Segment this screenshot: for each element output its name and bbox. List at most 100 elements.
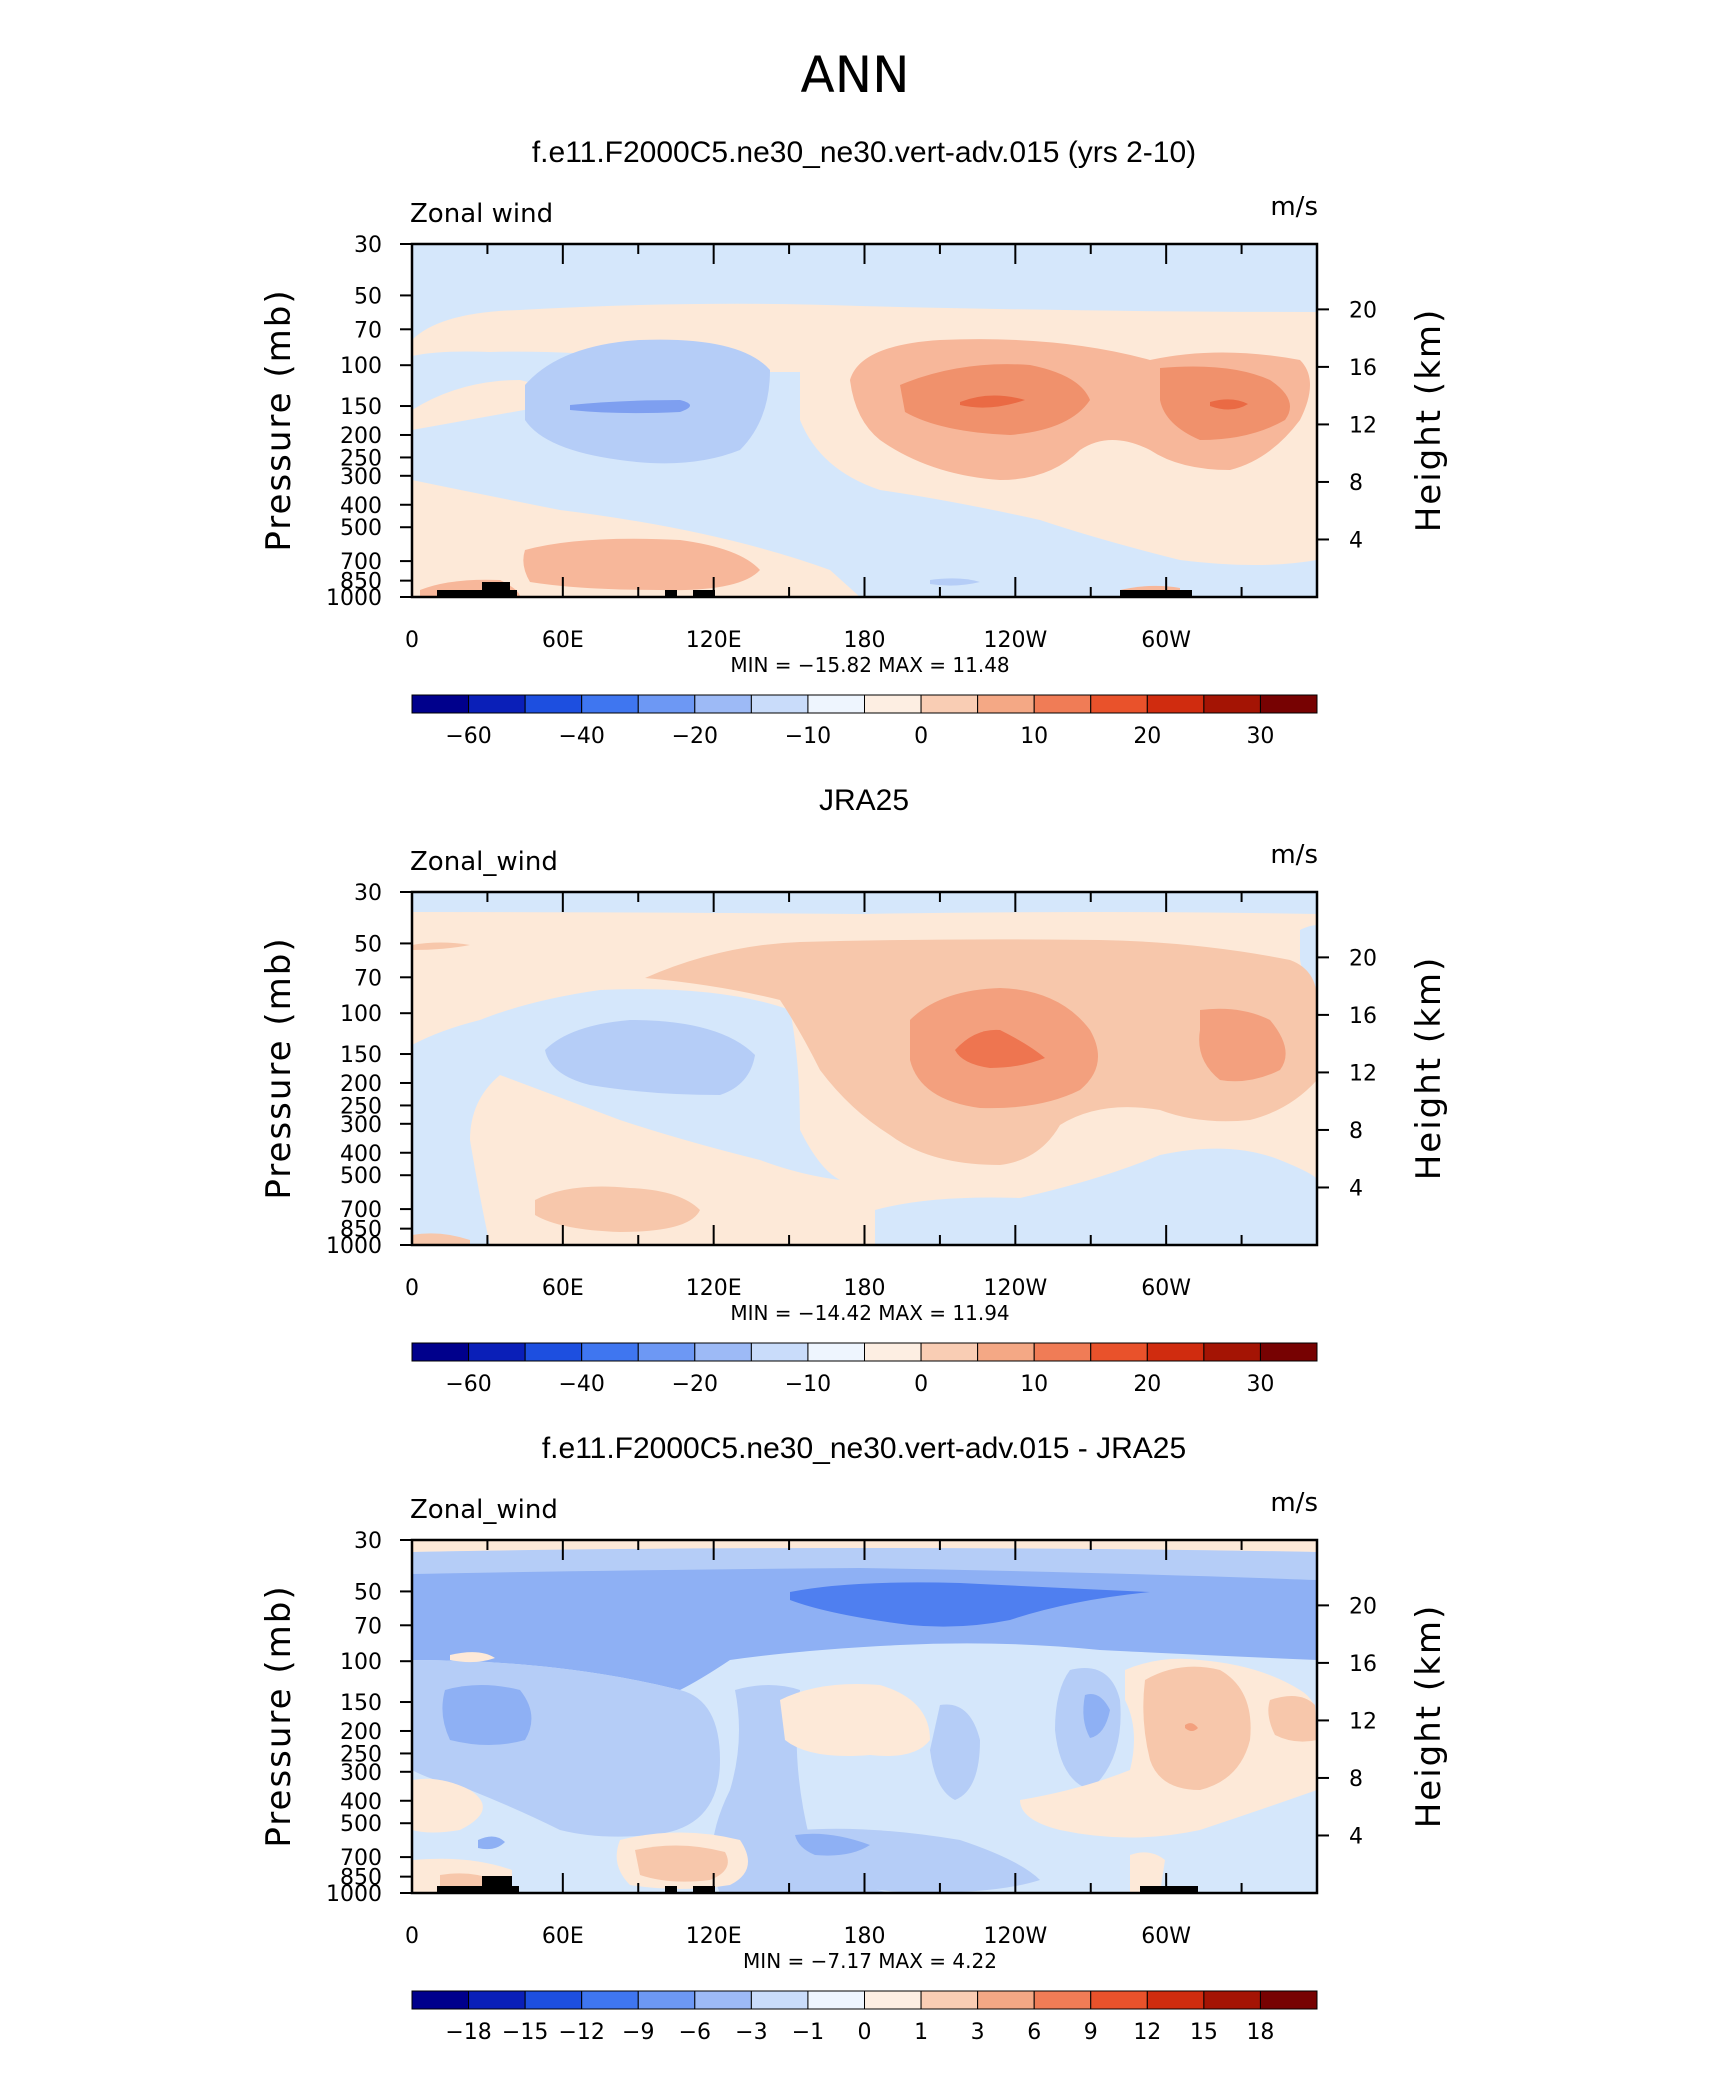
topography-block — [1140, 1886, 1198, 1893]
pressure-tick-label: 250 — [340, 1742, 382, 1767]
contour-region — [523, 538, 760, 591]
pressure-tick-label: 200 — [340, 424, 382, 449]
lon-tick-label: 60W — [1141, 1924, 1191, 1949]
lon-tick-label: 120W — [983, 1924, 1047, 1949]
colorbar-bin — [920, 694, 979, 714]
topography-block — [437, 1886, 519, 1893]
panel-3-topography — [437, 1876, 1198, 1893]
lon-tick-label: 60W — [1141, 628, 1191, 653]
pressure-tick-label: 850 — [340, 570, 382, 595]
contour-region — [442, 1685, 532, 1745]
colorbar-bin — [807, 694, 865, 714]
contour-region — [930, 578, 980, 586]
pressure-tick-label: 250 — [340, 446, 382, 471]
pressure-tick-label: 850 — [340, 1218, 382, 1243]
colorbar-label: −60 — [445, 1372, 491, 1397]
topography-block — [665, 1886, 677, 1893]
pressure-tick-label: 1000 — [326, 1234, 382, 1259]
panel-3-stats: MIN = −7.17 MAX = 4.22 — [743, 1949, 997, 1973]
colorbar-bin — [637, 1342, 696, 1362]
height-tick-label: 4 — [1349, 528, 1363, 553]
colorbar-bin — [1203, 1342, 1261, 1362]
colorbar-bin — [468, 1990, 526, 2010]
contour-region — [412, 1778, 483, 1833]
height-tick-label: 4 — [1349, 1176, 1363, 1201]
colorbar-bin — [750, 694, 809, 714]
panel-2-contour-field — [412, 892, 1317, 1245]
panel-1: f.e11.F2000C5.ne30_ne30.vert-adv.015 (yr… — [259, 136, 1449, 749]
colorbar-bin — [637, 1990, 696, 2010]
panel-2-bottom-axis: 0 60E 120E 180 120W 60W — [405, 892, 1318, 1301]
height-tick-label: 8 — [1349, 1119, 1363, 1144]
pressure-tick-label: 300 — [340, 465, 382, 490]
colorbar-label: 3 — [971, 2020, 985, 2045]
height-tick-label: 16 — [1349, 356, 1377, 381]
colorbar-label: 30 — [1246, 724, 1274, 749]
pressure-tick-label: 100 — [340, 1650, 382, 1675]
colorbar-bin — [524, 1342, 583, 1362]
colorbar-bin — [750, 1990, 809, 2010]
colorbar-label: 10 — [1020, 724, 1048, 749]
colorbar-bin — [1146, 694, 1205, 714]
pressure-tick-label: 500 — [340, 516, 382, 541]
colorbar-label: 30 — [1246, 1372, 1274, 1397]
colorbar-bin — [1146, 1990, 1205, 2010]
height-tick-label: 8 — [1349, 471, 1363, 496]
colorbar-bin — [1090, 1990, 1148, 2010]
contour-region — [780, 1684, 930, 1756]
pressure-tick-label: 500 — [340, 1812, 382, 1837]
colorbar-label: −40 — [558, 1372, 604, 1397]
colorbar-bin — [1259, 694, 1318, 714]
topography-block — [482, 1876, 512, 1893]
colorbar-label: −12 — [558, 2020, 604, 2045]
panel-3: f.e11.F2000C5.ne30_ne30.vert-adv.015 - J… — [259, 1432, 1449, 2045]
lon-tick-label: 0 — [405, 1924, 419, 1949]
colorbar-bin — [1146, 1342, 1205, 1362]
panel-3-contour-field — [412, 1540, 1317, 1893]
topography-block — [693, 590, 715, 597]
pressure-tick-label: 1000 — [326, 586, 382, 611]
contour-region — [635, 1845, 728, 1882]
pressure-tick-label: 700 — [340, 550, 382, 575]
panel-2-right-axis: 4 8 12 16 20 — [1317, 946, 1377, 1201]
contour-region — [1130, 1852, 1165, 1893]
panel-1-topography — [437, 582, 1192, 597]
topography-block — [437, 590, 517, 597]
pressure-tick-label: 100 — [340, 1002, 382, 1027]
colorbar-bin — [864, 1990, 922, 2010]
panel-1-ylabel-right: Height (km) — [1409, 308, 1449, 533]
colorbar-label: −3 — [735, 2020, 767, 2045]
colorbar-bin — [1090, 1342, 1148, 1362]
colorbar-label: −9 — [622, 2020, 654, 2045]
height-tick-label: 20 — [1349, 946, 1377, 971]
contour-region — [790, 1582, 1150, 1627]
panel-3-units-label: m/s — [1270, 1488, 1318, 1518]
contour-region — [450, 1652, 495, 1663]
colorbar-bin — [524, 1990, 583, 2010]
panel-1-title: f.e11.F2000C5.ne30_ne30.vert-adv.015 (yr… — [532, 136, 1196, 169]
panel-2-units-label: m/s — [1270, 840, 1318, 870]
panel-1-right-axis: 4 8 12 16 20 — [1317, 298, 1377, 553]
pressure-tick-label: 700 — [340, 1198, 382, 1223]
colorbar-label: 0 — [914, 1372, 928, 1397]
colorbar-bin — [694, 1342, 752, 1362]
panel-2-ylabel: Pressure (mb) — [259, 936, 299, 1199]
pressure-tick-label: 250 — [340, 1094, 382, 1119]
panel-3-ylabel: Pressure (mb) — [259, 1584, 299, 1847]
contour-region — [1083, 1694, 1110, 1738]
colorbar-label: 1 — [914, 2020, 928, 2045]
figure-title: ANN — [800, 46, 909, 104]
contour-region — [1268, 1696, 1317, 1742]
contour-region — [795, 1833, 870, 1856]
contour-region — [478, 1836, 505, 1850]
contour-region — [1185, 1723, 1198, 1731]
colorbar-bin — [920, 1342, 979, 1362]
colorbar-bin — [977, 694, 1035, 714]
contour-region — [1199, 1008, 1286, 1082]
pressure-tick-label: 70 — [354, 1614, 382, 1639]
colorbar-bin — [524, 694, 583, 714]
colorbar-bin — [411, 1990, 470, 2010]
colorbar-label: 18 — [1246, 2020, 1274, 2045]
height-tick-label: 12 — [1349, 1709, 1377, 1734]
